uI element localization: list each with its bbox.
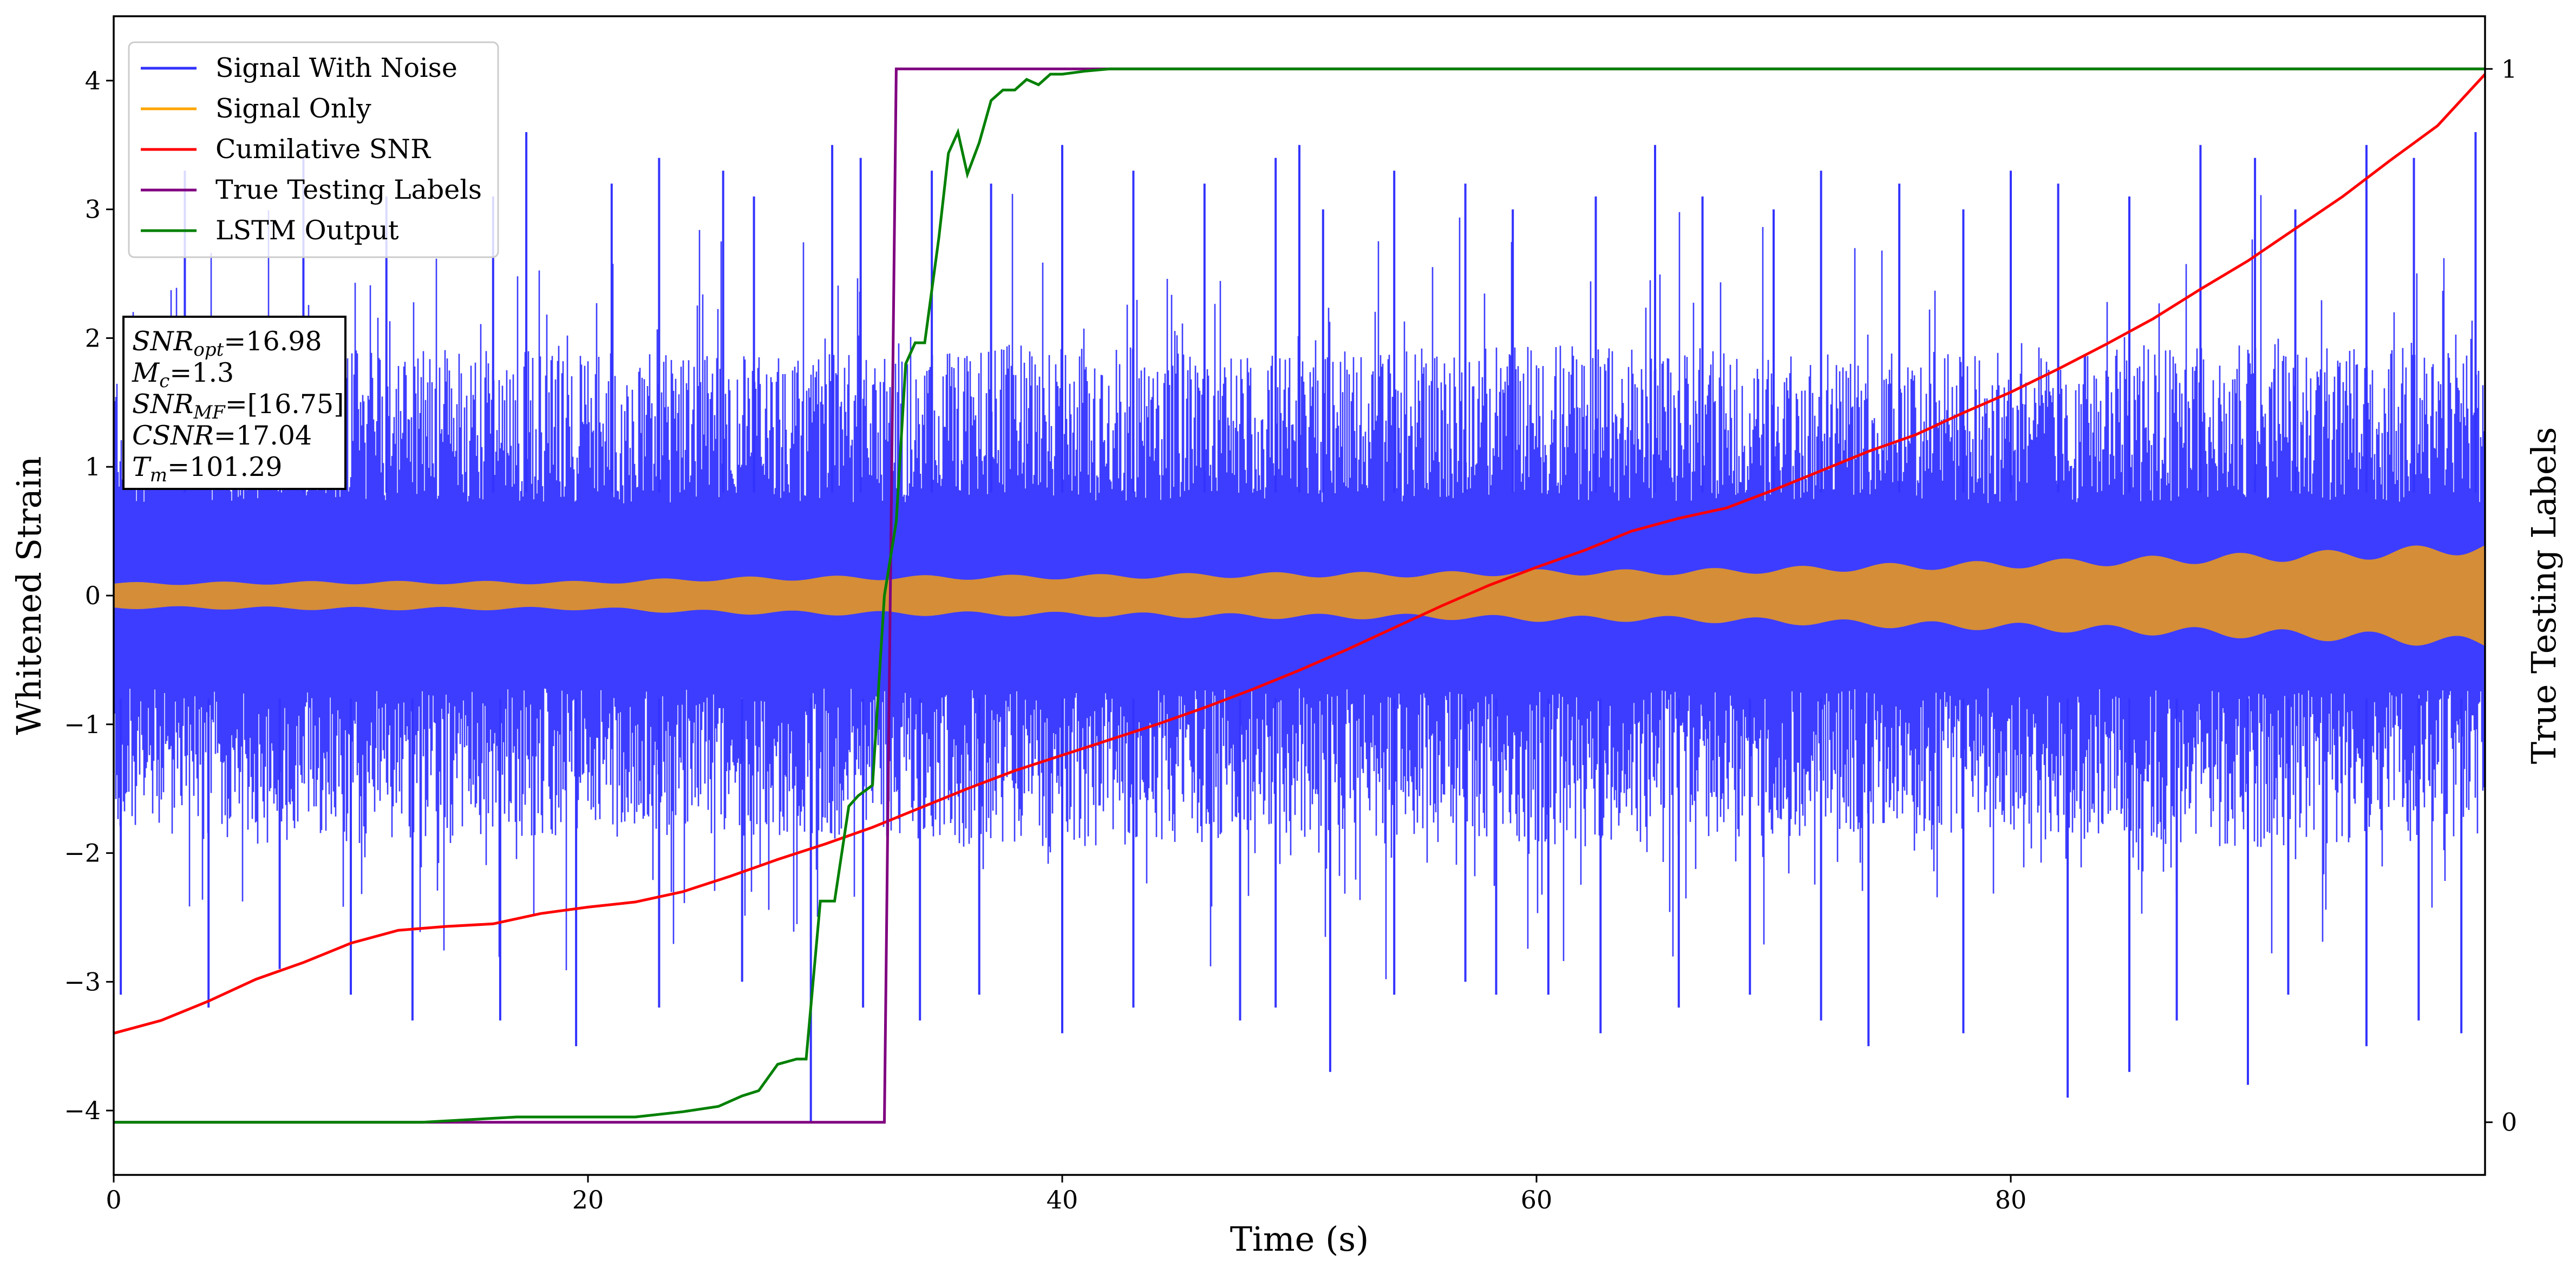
signal-band xyxy=(114,545,2485,646)
x-tick-label: 40 xyxy=(1047,1185,1078,1214)
y2-axis-label: True Testing Labels xyxy=(2524,427,2564,765)
x-axis-label: Time (s) xyxy=(1230,1219,1369,1259)
series-cumilative-snr xyxy=(114,73,2485,1035)
legend-label: Cumilative SNR xyxy=(215,134,431,165)
y2-tick-label: 0 xyxy=(2501,1108,2517,1137)
legend-label: True Testing Labels xyxy=(215,174,482,205)
y-tick-label: 1 xyxy=(85,452,101,481)
x-tick-label: 0 xyxy=(106,1185,121,1214)
legend-label: Signal With Noise xyxy=(215,53,457,83)
x-tick-label: 20 xyxy=(572,1185,604,1214)
annotation-frame xyxy=(122,316,346,490)
y-tick-label: −3 xyxy=(64,967,101,996)
y-tick-label: 2 xyxy=(85,323,101,352)
annotation-line: Mc=1.3 xyxy=(132,357,234,392)
y2-tick-label: 1 xyxy=(2501,54,2517,83)
y-tick-label: −1 xyxy=(64,710,101,739)
y-tick-label: 3 xyxy=(85,195,101,224)
series-lstm-output xyxy=(114,67,2485,1124)
y-tick-label: 4 xyxy=(85,66,101,95)
x-tick-label: 80 xyxy=(1995,1185,2027,1214)
x-tick-label: 60 xyxy=(1521,1185,1553,1214)
legend-frame xyxy=(128,41,499,258)
annotation-line: SNRopt=16.98 xyxy=(132,326,322,361)
annotation-line: Tm=101.29 xyxy=(132,452,282,486)
y-tick-label: 0 xyxy=(85,581,101,610)
legend-label: Signal Only xyxy=(215,93,371,124)
annotation-line: SNRMF=[16.75] xyxy=(132,389,344,423)
series-signal-only xyxy=(114,545,2485,646)
annotation-line: CSNR=17.04 xyxy=(132,420,312,451)
y-tick-label: −4 xyxy=(64,1096,101,1125)
legend: Signal With Noise Signal Only Cumilative S… xyxy=(128,41,499,258)
y-tick-label: −2 xyxy=(64,839,101,868)
y-axis-label: Whitened Strain xyxy=(9,456,49,735)
legend-label: LSTM Output xyxy=(215,215,399,246)
annotation-box: SNRopt=16.98Mc=1.3SNRMF=[16.75]CSNR=17.0… xyxy=(122,316,346,490)
plot-area xyxy=(114,67,2485,1124)
